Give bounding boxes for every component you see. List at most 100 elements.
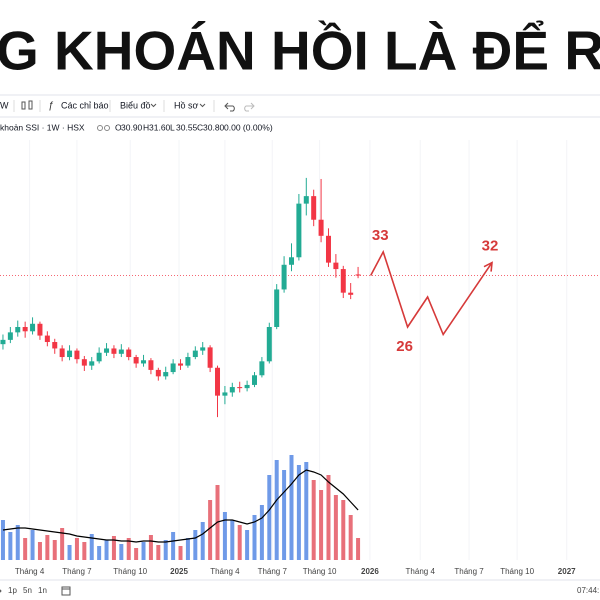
range-button[interactable]: 5n bbox=[23, 586, 32, 595]
candle-body bbox=[104, 348, 110, 353]
ohlc-value: 30.90 bbox=[121, 122, 143, 132]
x-tick-label: Tháng 7 bbox=[258, 567, 288, 576]
volume-bar bbox=[134, 548, 139, 560]
volume-bar bbox=[15, 525, 20, 560]
x-tick-label: Tháng 10 bbox=[500, 567, 534, 576]
candle-body bbox=[244, 384, 250, 389]
candle-body bbox=[178, 363, 184, 366]
candle-body bbox=[288, 257, 294, 265]
chevron bbox=[199, 103, 206, 108]
volume-bar bbox=[282, 470, 287, 560]
candle-body bbox=[333, 262, 339, 270]
volume-bar bbox=[304, 462, 309, 560]
range-button[interactable]: 1n bbox=[38, 586, 47, 595]
volume-bar bbox=[74, 538, 79, 560]
candle-body bbox=[141, 360, 147, 364]
candle-body bbox=[67, 350, 73, 358]
chart-type-button[interactable]: Biểu đồ bbox=[120, 100, 151, 110]
candle-body bbox=[163, 372, 169, 377]
candle-body bbox=[266, 327, 272, 362]
volume-bar bbox=[126, 538, 131, 560]
candle-body bbox=[30, 323, 36, 332]
projection-arrowhead bbox=[483, 261, 493, 272]
volume-bar bbox=[252, 515, 257, 560]
volume-bar bbox=[319, 490, 324, 560]
fx-icon[interactable]: ƒ bbox=[48, 101, 54, 112]
candle-body bbox=[148, 360, 154, 370]
x-tick-label: Tháng 4 bbox=[210, 567, 240, 576]
volume-bar bbox=[148, 535, 153, 560]
candle-body bbox=[252, 375, 258, 385]
candle-body bbox=[281, 264, 287, 290]
candle-body bbox=[311, 196, 317, 220]
volume-bar bbox=[311, 480, 316, 560]
volume-bar bbox=[208, 500, 213, 560]
volume-bar bbox=[356, 538, 361, 560]
volume-bar bbox=[45, 535, 50, 560]
status-dot bbox=[97, 125, 103, 131]
ohlc-value: 30.55 bbox=[176, 122, 198, 132]
candle-body bbox=[185, 357, 191, 366]
profile-button[interactable]: Hồ sơ bbox=[174, 100, 199, 110]
range-button[interactable]: 1p bbox=[8, 586, 17, 595]
volume-bar bbox=[267, 475, 272, 560]
volume-bar bbox=[23, 538, 28, 560]
change-value: 0.00 (0.00%) bbox=[224, 122, 273, 132]
clock: 07:44: bbox=[577, 586, 599, 595]
interval-button[interactable]: W bbox=[0, 100, 9, 110]
volume-bar bbox=[141, 542, 146, 560]
symbol-label: khoản SSI · 1W · HSX bbox=[0, 122, 85, 132]
headline: G KHOÁN HỒI LÀ ĐỂ R bbox=[0, 20, 600, 82]
candle-body bbox=[296, 203, 302, 258]
volume-bar bbox=[274, 460, 279, 560]
calendar-icon[interactable] bbox=[61, 586, 71, 596]
candle-body bbox=[229, 387, 235, 393]
x-tick-label: Tháng 4 bbox=[406, 567, 436, 576]
volume-bar bbox=[89, 534, 94, 560]
ohlc-key: L bbox=[170, 122, 175, 132]
volume-bar bbox=[230, 520, 235, 560]
volume-bar bbox=[259, 505, 264, 560]
x-tick-label: Tháng 4 bbox=[15, 567, 45, 576]
candle-body bbox=[59, 348, 65, 358]
candle-body bbox=[22, 327, 28, 332]
candle-body bbox=[7, 332, 13, 340]
candle-body bbox=[259, 361, 265, 376]
x-tick-label: 2026 bbox=[361, 567, 379, 576]
candle-body bbox=[133, 357, 139, 364]
candle-body bbox=[207, 347, 213, 368]
volume-bar bbox=[37, 542, 42, 560]
volume-bar bbox=[60, 528, 65, 560]
redo-icon[interactable] bbox=[244, 102, 255, 112]
candle-icon[interactable] bbox=[21, 100, 33, 110]
candle-body bbox=[44, 335, 50, 343]
volume-bar bbox=[119, 544, 124, 560]
volume-bar bbox=[52, 540, 57, 560]
candle-body bbox=[348, 292, 354, 295]
volume-bar bbox=[193, 530, 198, 560]
volume-bar bbox=[171, 532, 176, 560]
volume-bar bbox=[8, 532, 13, 560]
x-tick-label: 2025 bbox=[170, 567, 188, 576]
volume-bar bbox=[156, 545, 161, 560]
volume-bar bbox=[245, 530, 250, 560]
volume-bar bbox=[237, 525, 242, 560]
volume-bar bbox=[289, 455, 294, 560]
indicators-button[interactable]: Các chỉ báo bbox=[61, 100, 109, 110]
projection-label: 26 bbox=[396, 338, 413, 355]
x-tick-label: Tháng 10 bbox=[303, 567, 337, 576]
volume-bar bbox=[222, 512, 227, 560]
candle-body bbox=[74, 350, 80, 360]
undo-icon[interactable] bbox=[224, 102, 235, 112]
volume-bar bbox=[82, 542, 87, 560]
x-tick-label: 2027 bbox=[558, 567, 576, 576]
candle-body bbox=[52, 342, 58, 349]
candle-body bbox=[89, 361, 95, 366]
candle-body bbox=[192, 350, 198, 358]
volume-bar bbox=[67, 545, 72, 560]
volume-bar bbox=[326, 475, 331, 560]
candle-body bbox=[37, 323, 43, 336]
volume-bar bbox=[0, 520, 5, 560]
ohlc-key: H bbox=[143, 122, 149, 132]
